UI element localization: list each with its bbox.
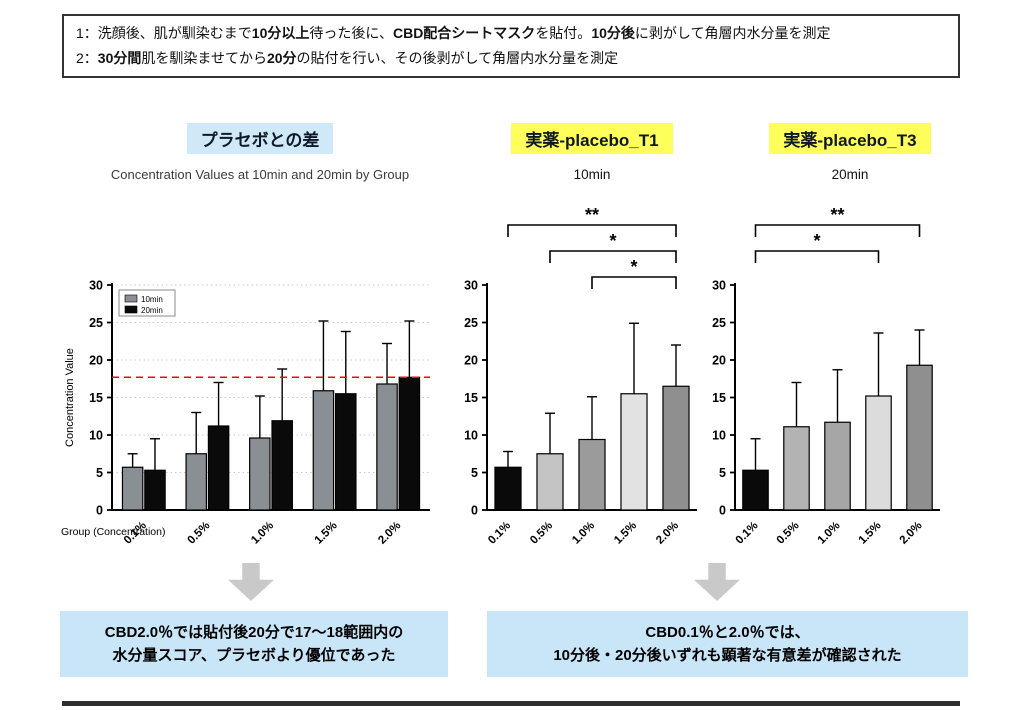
svg-text:0: 0 [471,504,478,518]
left-chart-title-pill: プラセボとの差 [186,123,334,154]
protocol-segment: 待った後に、 [309,25,393,41]
svg-text:1.0%: 1.0% [249,520,276,547]
svg-text:30: 30 [464,279,478,293]
t3-20min-chart: 0 5 10 15 20 25 30 0.1% 0.5% 1.0% 1.5% 2.0% ** * [693,205,950,578]
svg-text:10: 10 [712,429,726,443]
footer-bar [62,701,960,706]
svg-text:0.5%: 0.5% [775,520,802,547]
protocol-segment: に剥がして角層内水分量を測定 [634,25,831,41]
protocol-segment: CBD配合シートマスク [392,25,536,41]
placebo-diff-chart: 0 5 10 15 20 25 30 0.1% 0.5% 1.0% 1.5% 2.0% 10min 20m… [60,277,440,574]
right-chart-title: 実薬-placebo_T3 [740,123,960,154]
conclusion-right: CBD0.1％と2.0％では、 10分後・20分後いずれも顕著な有意差が確認され… [487,611,968,677]
svg-text:1.0%: 1.0% [570,520,597,547]
t1-10min-chart: 0 5 10 15 20 25 30 0.1% 0.5% 1.0% 1.5% 2.0% ** * * [445,205,707,578]
mid-chart-title-pill: 実薬-placebo_T1 [511,123,673,154]
right-chart-subtitle: 20min [831,167,869,182]
svg-text:5: 5 [471,466,478,480]
svg-text:Concentration Value: Concentration Value [64,348,76,447]
svg-text:25: 25 [89,316,103,330]
svg-text:15: 15 [89,391,103,405]
protocol-segment: 1：洗顔後、肌が馴染むまで [76,25,252,41]
svg-text:*: * [630,257,637,277]
svg-text:0: 0 [719,504,726,518]
conclusion-right-line-1: CBD0.1％と2.0％では、 [645,623,810,641]
svg-text:5: 5 [719,466,726,480]
protocol-segment: 20分 [266,50,297,66]
svg-text:2.0%: 2.0% [654,520,681,547]
protocol-line-1: 1：洗顔後、肌が馴染むまで10分以上待った後に、CBD配合シートマスクを貼付。1… [76,21,946,46]
svg-text:*: * [609,231,616,251]
svg-text:2.0%: 2.0% [898,520,925,547]
svg-text:**: ** [830,205,844,225]
protocol-segment: を貼付。 [535,25,592,41]
mid-chart-subtitle: 10min [573,167,611,182]
protocol-segment: 2： [76,50,98,66]
conclusion-left-line-1: CBD2.0％では貼付後20分で17〜18範囲内の [104,623,404,641]
protocol-box: 1：洗顔後、肌が馴染むまで10分以上待った後に、CBD配合シートマスクを貼付。1… [62,14,960,78]
svg-text:20: 20 [712,354,726,368]
svg-text:30: 30 [712,279,726,293]
protocol-segment: の貼付を行い、その後剥がして角層内水分量を測定 [296,50,619,66]
svg-text:5: 5 [96,466,103,480]
svg-text:25: 25 [712,316,726,330]
protocol-line-2: 2：30分間肌を馴染ませてから20分の貼付を行い、その後剥がして角層内水分量を測… [76,46,946,71]
svg-text:1.5%: 1.5% [313,520,340,547]
left-chart-title: プラセボとの差 [150,123,370,154]
protocol-segment: 肌を馴染ませてから [141,50,267,66]
svg-text:1.5%: 1.5% [857,520,884,547]
svg-text:15: 15 [464,391,478,405]
conclusion-left: CBD2.0％では貼付後20分で17〜18範囲内の 水分量スコア、プラセボより優… [60,611,448,677]
svg-text:**: ** [585,205,599,225]
svg-text:1.0%: 1.0% [816,520,843,547]
svg-text:10min: 10min [141,295,163,304]
svg-text:2.0%: 2.0% [376,520,403,547]
svg-text:0.1%: 0.1% [734,520,761,547]
svg-text:20min: 20min [141,306,163,315]
left-chart-subtitle: Concentration Values at 10min and 20min … [110,167,410,182]
svg-text:0: 0 [96,504,103,518]
protocol-segment: 10分後 [591,25,635,41]
conclusion-right-line-2: 10分後・20分後いずれも顕著な有意差が確認された [553,647,902,664]
protocol-segment: 30分間 [97,50,142,66]
protocol-segment: 10分以上 [251,25,310,41]
svg-text:30: 30 [89,279,103,293]
svg-text:*: * [813,231,820,251]
svg-text:15: 15 [712,391,726,405]
svg-text:10: 10 [89,429,103,443]
svg-text:0.5%: 0.5% [528,520,555,547]
right-chart-title-pill: 実薬-placebo_T3 [769,123,931,154]
conclusion-left-line-2: 水分量スコア、プラセボより優位であった [112,647,396,664]
svg-text:20: 20 [89,354,103,368]
mid-chart-title: 実薬-placebo_T1 [482,123,702,154]
svg-text:25: 25 [464,316,478,330]
svg-text:10: 10 [464,429,478,443]
svg-text:0.1%: 0.1% [486,520,513,547]
svg-text:Group (Concentration): Group (Concentration) [61,526,165,538]
svg-text:1.5%: 1.5% [612,520,639,547]
svg-text:0.5%: 0.5% [185,520,212,547]
svg-text:20: 20 [464,354,478,368]
